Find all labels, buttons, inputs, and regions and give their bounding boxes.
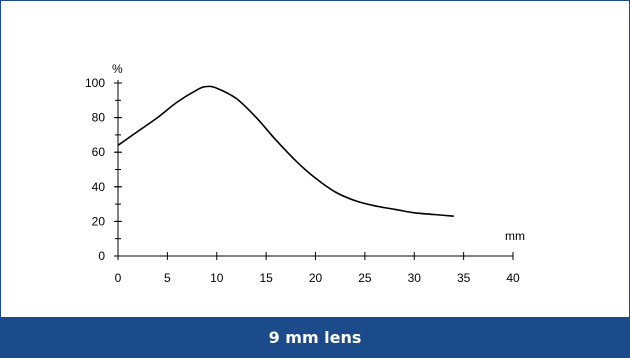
x-tick-label: 30 [408,271,422,285]
x-tick-label: 40 [506,271,520,285]
x-tick-label: 35 [457,271,471,285]
line-chart: 0 5 10 15 20 25 30 35 40 0 20 40 60 80 100% mm [85,62,525,285]
y-tick-label: 60 [92,145,106,159]
x-axis-unit-label: mm [505,229,525,243]
chart-caption: 9 mm lens [268,327,362,347]
x-tick-label: 10 [210,271,224,285]
y-tick-label: 80 [92,111,106,125]
caption-bar: 9 mm lens [1,317,629,357]
series-line [117,85,454,217]
x-tick-label: 5 [164,271,171,285]
x-tick-label: 20 [309,271,323,285]
y-axis-unit-label: % [112,62,123,76]
x-tick-label: 15 [259,271,273,285]
chart-area: 0 5 10 15 20 25 30 35 40 0 20 40 60 80 100% mm [1,1,629,315]
y-tick-label: 20 [92,214,106,228]
y-tick-label: 0 [98,249,105,263]
x-tick-label: 0 [115,271,122,285]
y-tick-label: 40 [92,180,106,194]
x-tick-label: 25 [358,271,372,285]
y-tick-label: 100 [85,76,105,90]
